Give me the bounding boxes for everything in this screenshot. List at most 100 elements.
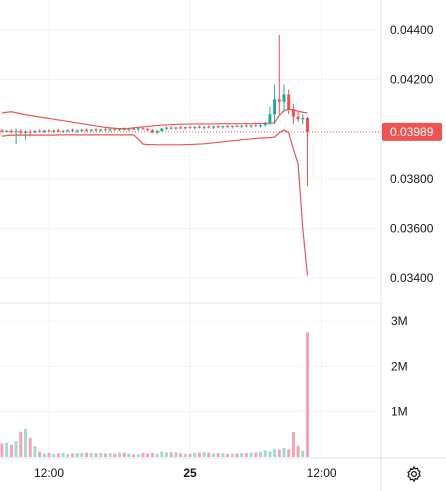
candle xyxy=(188,125,192,129)
volume-bar xyxy=(230,453,234,457)
candle-body xyxy=(52,130,56,132)
candle xyxy=(85,128,89,132)
candle-body xyxy=(56,130,60,132)
candle-body xyxy=(259,125,262,127)
candle-body xyxy=(66,130,70,132)
volume-bar xyxy=(42,453,46,457)
volume-bar xyxy=(287,449,291,457)
candle xyxy=(75,129,79,133)
candle-body xyxy=(207,126,211,128)
volume-bar xyxy=(141,452,145,457)
candle-body xyxy=(277,99,281,102)
volume-bar xyxy=(273,448,277,457)
candle-body xyxy=(80,129,84,131)
candle-body xyxy=(132,128,136,130)
candle xyxy=(42,129,46,134)
volume-bar xyxy=(277,449,281,457)
envelope-bands xyxy=(1,108,309,276)
volume-bar xyxy=(259,452,262,457)
candle-body xyxy=(118,128,121,130)
chart-settings-button[interactable] xyxy=(400,461,428,487)
volume-bar xyxy=(235,453,239,457)
candle-body xyxy=(155,130,159,133)
candle xyxy=(122,127,126,131)
volume-bar xyxy=(33,446,37,457)
volume-bar xyxy=(19,431,23,457)
candle xyxy=(56,128,60,132)
volume-bar xyxy=(169,452,173,457)
volume-bar xyxy=(174,452,178,457)
volume-bar xyxy=(28,437,32,457)
time-tick-label: 12:00 xyxy=(34,466,64,480)
price-tick-label: 0.04200 xyxy=(390,72,434,86)
candle-body xyxy=(254,125,258,127)
candle-body xyxy=(202,126,206,128)
volume-bar xyxy=(56,453,60,457)
candle-body xyxy=(183,127,187,129)
candle xyxy=(306,116,309,187)
candle-body xyxy=(268,114,272,123)
candle xyxy=(165,126,168,131)
candle xyxy=(207,125,211,129)
candle-body xyxy=(216,126,220,128)
volume-bar xyxy=(38,451,42,457)
candle xyxy=(14,128,18,145)
candle xyxy=(103,127,107,131)
candle-body xyxy=(197,126,201,128)
candle xyxy=(113,127,117,131)
volume-bar xyxy=(108,453,112,457)
volume-bar xyxy=(24,428,27,457)
volume-bar xyxy=(254,452,258,457)
candle xyxy=(150,128,154,134)
volume-bar xyxy=(99,452,103,457)
candle-body xyxy=(108,129,112,131)
candle xyxy=(296,111,300,122)
volume-bar xyxy=(188,453,192,457)
volume-bar xyxy=(197,452,201,457)
volume-bar xyxy=(263,450,267,457)
candle-body xyxy=(103,129,107,131)
volume-tick-label: 1M xyxy=(391,405,408,419)
volume-bar xyxy=(155,453,159,457)
volume-bars xyxy=(0,332,309,457)
candle xyxy=(301,114,305,125)
volume-bar xyxy=(212,453,215,457)
candle-body xyxy=(235,125,239,127)
candles xyxy=(0,34,309,187)
volume-bar xyxy=(240,452,244,457)
time-tick-label: 25 xyxy=(183,466,197,480)
candle-body xyxy=(89,129,93,131)
volume-bar xyxy=(94,453,98,457)
volume-bar xyxy=(113,453,117,457)
volume-bar xyxy=(71,453,74,457)
volume-bar xyxy=(207,452,211,457)
candle xyxy=(221,125,225,129)
candle xyxy=(66,129,70,133)
candle-body xyxy=(150,130,154,133)
volume-bar xyxy=(216,453,220,457)
volume-bar xyxy=(80,452,84,457)
volume-bar xyxy=(146,453,150,457)
price-tick-label: 0.03800 xyxy=(390,172,434,186)
volume-bar xyxy=(75,453,79,457)
candle-body xyxy=(14,131,18,133)
candle-body xyxy=(273,99,277,115)
candle-body xyxy=(296,116,300,120)
candle xyxy=(287,89,291,115)
candle-body xyxy=(287,94,291,110)
candle-body xyxy=(263,122,267,126)
candle xyxy=(174,126,178,130)
candle xyxy=(240,125,244,129)
candle-body xyxy=(33,131,37,133)
candle-body xyxy=(240,125,244,127)
volume-bar xyxy=(132,454,136,457)
volume-bar xyxy=(14,441,18,457)
candle-body xyxy=(226,126,230,128)
candle-body xyxy=(221,126,225,128)
candle xyxy=(193,126,197,130)
candle xyxy=(197,125,201,129)
volume-bar xyxy=(89,453,93,457)
candle-body xyxy=(212,126,215,128)
